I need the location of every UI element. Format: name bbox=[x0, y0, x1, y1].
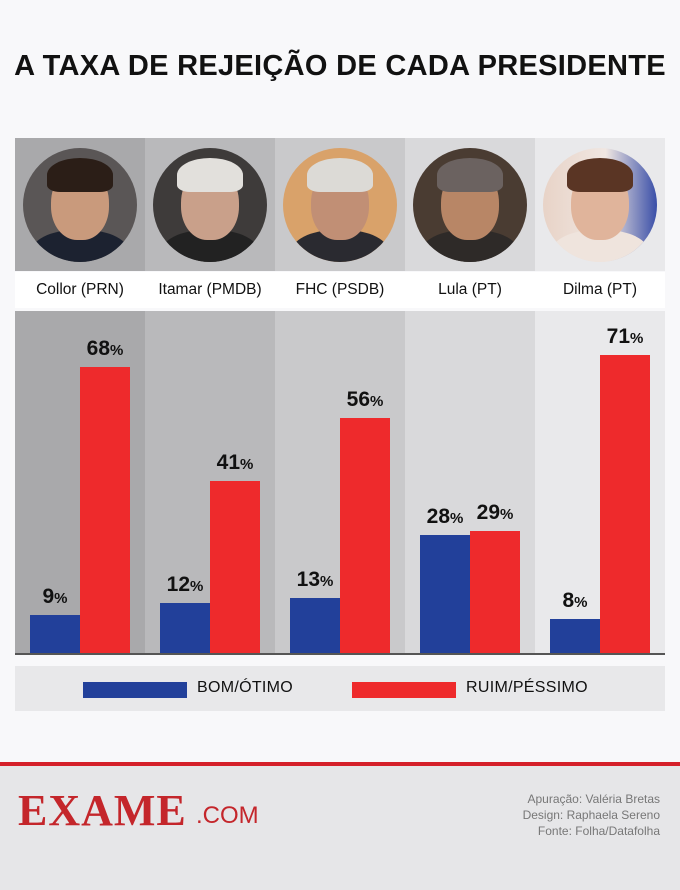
name-row: Collor (PRN) Itamar (PMDB) FHC (PSDB) Lu… bbox=[15, 272, 665, 308]
avatar-fhc bbox=[283, 147, 397, 262]
credit-line: Design: Raphaela Sereno bbox=[522, 808, 660, 822]
bar-ruim-pessimo bbox=[470, 531, 520, 653]
data-label: 13% bbox=[296, 568, 334, 591]
data-label: 9% bbox=[42, 585, 68, 608]
category-label: Itamar (PMDB) bbox=[158, 281, 262, 298]
legend-label-bom: BOM/ÓTIMO bbox=[197, 679, 294, 696]
photo-col-dilma bbox=[535, 138, 665, 271]
data-label: 68% bbox=[86, 337, 124, 360]
footer bbox=[0, 766, 680, 890]
avatar-dilma bbox=[543, 147, 657, 262]
category-label: Lula (PT) bbox=[438, 281, 502, 298]
data-label: 29% bbox=[476, 501, 514, 524]
category-label: Dilma (PT) bbox=[562, 281, 638, 298]
category-label: FHC (PSDB) bbox=[295, 281, 385, 298]
chart-baseline bbox=[15, 653, 665, 655]
photo-col-lula bbox=[405, 138, 535, 271]
bar-bom-otimo bbox=[420, 535, 470, 653]
data-label: 12% bbox=[166, 573, 204, 596]
data-label: 8% bbox=[562, 589, 588, 612]
bar-bom-otimo bbox=[290, 598, 340, 653]
data-label: 56% bbox=[346, 388, 384, 411]
avatar-collor bbox=[23, 147, 137, 262]
avatar-lula bbox=[413, 147, 527, 262]
data-label: 41% bbox=[216, 451, 254, 474]
chart-title: A TAXA DE REJEIÇÃO DE CADA PRESIDENTE bbox=[14, 50, 666, 82]
footer-divider bbox=[0, 762, 680, 766]
credit-line: Apuração: Valéria Bretas bbox=[527, 792, 660, 806]
avatar-itamar bbox=[153, 147, 267, 262]
photo-col-fhc bbox=[275, 138, 405, 271]
legend-swatch-bom bbox=[83, 682, 187, 698]
credits: Apuração: Valéria Bretas Design: Raphael… bbox=[523, 791, 660, 839]
exame-logo-suffix: .COM bbox=[196, 802, 259, 829]
legend: BOM/ÓTIMO RUIM/PÉSSIMO bbox=[15, 666, 665, 711]
category-label: Collor (PRN) bbox=[36, 281, 124, 298]
bar-ruim-pessimo bbox=[600, 355, 650, 653]
bar-bom-otimo bbox=[30, 615, 80, 653]
photo-row bbox=[15, 138, 665, 271]
data-label: 71% bbox=[606, 325, 644, 348]
legend-swatch-ruim bbox=[352, 682, 456, 698]
bar-ruim-pessimo bbox=[80, 367, 130, 653]
legend-label-ruim: RUIM/PÉSSIMO bbox=[466, 679, 588, 696]
bar-ruim-pessimo bbox=[210, 481, 260, 653]
bar-bom-otimo bbox=[550, 619, 600, 653]
credit-line: Fonte: Folha/Datafolha bbox=[537, 824, 660, 838]
bar-bom-otimo bbox=[160, 603, 210, 653]
exame-logo: EXAME bbox=[18, 786, 187, 835]
data-label: 28% bbox=[426, 505, 464, 528]
bar-chart: 9% 68% 12% 41% 13% 56% 28% 29% 8% 71% bbox=[15, 311, 665, 654]
bar-ruim-pessimo bbox=[340, 418, 390, 653]
photo-col-itamar bbox=[145, 138, 275, 271]
photo-col-collor bbox=[15, 138, 145, 271]
